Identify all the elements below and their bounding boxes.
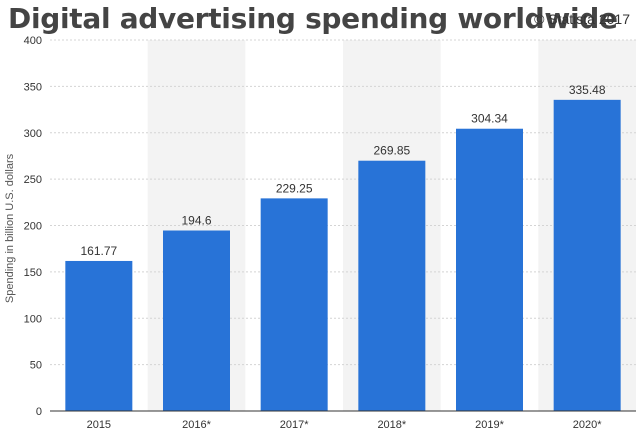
y-tick-label: 250 <box>24 174 42 186</box>
bar-2016 <box>163 230 230 411</box>
x-tick-label: 2019* <box>475 419 504 431</box>
bar-2018 <box>358 160 426 411</box>
x-tick-label: 2015 <box>87 419 111 431</box>
bar-2017 <box>260 198 328 411</box>
x-tick-label: 2020* <box>573 419 602 431</box>
data-labels: 161.77 194.6 229.25 269.85 304.34 335.48 <box>80 83 605 258</box>
bar-2019 <box>456 128 523 411</box>
y-axis-ticks: 0 50 100 150 200 250 300 350 400 <box>24 35 42 418</box>
y-tick-label: 0 <box>36 406 42 418</box>
y-tick-label: 350 <box>24 81 42 93</box>
data-label: 304.34 <box>471 112 508 126</box>
bar-2020 <box>553 99 621 412</box>
bar-2015 <box>65 260 133 411</box>
data-label: 161.77 <box>80 244 117 258</box>
y-axis-label: Spending in billion U.S. dollars <box>4 153 16 303</box>
y-tick-label: 50 <box>30 360 42 372</box>
data-label: 335.48 <box>569 83 606 97</box>
data-label: 229.25 <box>276 181 313 195</box>
y-tick-label: 150 <box>24 267 42 279</box>
x-axis-ticks: 2015 2016* 2017* 2018* 2019* 2020* <box>87 419 603 431</box>
y-tick-label: 200 <box>24 221 42 233</box>
y-tick-label: 400 <box>24 35 42 47</box>
x-tick-label: 2017* <box>280 419 309 431</box>
gridlines <box>50 39 636 366</box>
y-tick-label: 300 <box>24 128 42 140</box>
copyright-credit: © Statista 2017 <box>534 11 630 27</box>
data-label: 269.85 <box>373 144 410 158</box>
y-tick-label: 100 <box>24 313 42 325</box>
x-tick-label: 2018* <box>377 419 406 431</box>
chart-title: Digital advertising spending worldwide <box>8 2 618 35</box>
x-tick-label: 2016* <box>182 419 211 431</box>
data-label: 194.6 <box>181 214 211 228</box>
bars <box>65 99 621 412</box>
